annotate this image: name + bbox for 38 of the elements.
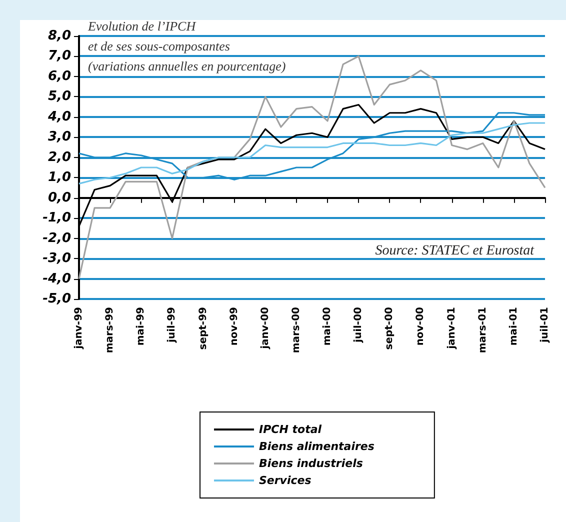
x-tick-label: sept-00 <box>384 306 396 350</box>
y-tick-label: 2,0 <box>48 150 71 165</box>
y-tick-label: -4,0 <box>42 271 71 286</box>
x-tick-label: nov-00 <box>415 306 426 346</box>
x-tick-label: sept-99 <box>198 306 209 350</box>
y-tick-label: -5,0 <box>42 292 71 306</box>
annotation: Source: STATEC et Eurostat <box>375 244 536 258</box>
y-tick-label: 5,0 <box>48 89 71 104</box>
x-tick-label: mai-99 <box>136 306 147 346</box>
legend-label: Services <box>259 474 312 487</box>
x-tick-label: juil-99 <box>166 306 178 344</box>
legend-label: Biens alimentaires <box>259 440 375 453</box>
x-tick-label: mai-01 <box>508 306 520 346</box>
x-tick-label: juil-00 <box>353 306 364 344</box>
line-series <box>78 122 546 184</box>
y-tick-label: 0,0 <box>48 190 71 206</box>
x-tick-label: juil-01 <box>540 306 550 344</box>
x-tick-label: mars-99 <box>104 306 116 354</box>
y-tick-label: 6,0 <box>48 68 71 84</box>
x-tick-label: mars-00 <box>290 306 302 354</box>
chart-title: Evolution de l’IPCH <box>87 18 196 34</box>
y-tick-label: 7,0 <box>48 48 71 64</box>
x-tick-label: janv-00 <box>260 306 271 350</box>
y-tick-label: 8,0 <box>48 28 71 44</box>
y-tick-label: -2,0 <box>42 230 71 246</box>
y-tick-label: -3,0 <box>42 251 71 266</box>
legend-label: Biens industriels <box>259 457 364 470</box>
x-tick-label: janv-99 <box>74 306 84 350</box>
x-tick-label: janv-01 <box>446 306 458 350</box>
y-tick-label: 4,0 <box>46 109 71 124</box>
y-tick-label: 3,0 <box>48 130 71 145</box>
y-tick-label: -1,0 <box>42 210 71 226</box>
x-tick-label: mai-00 <box>322 306 334 346</box>
text: et de ses sous-composantes (variations annuelles en pourcentage) <box>88 38 286 74</box>
x-tick-label: nov-99 <box>228 306 240 346</box>
x-tick-label: mars-01 <box>477 306 488 354</box>
legend-label: IPCH total <box>259 423 322 436</box>
y-tick-label: 1,0 <box>48 170 71 186</box>
